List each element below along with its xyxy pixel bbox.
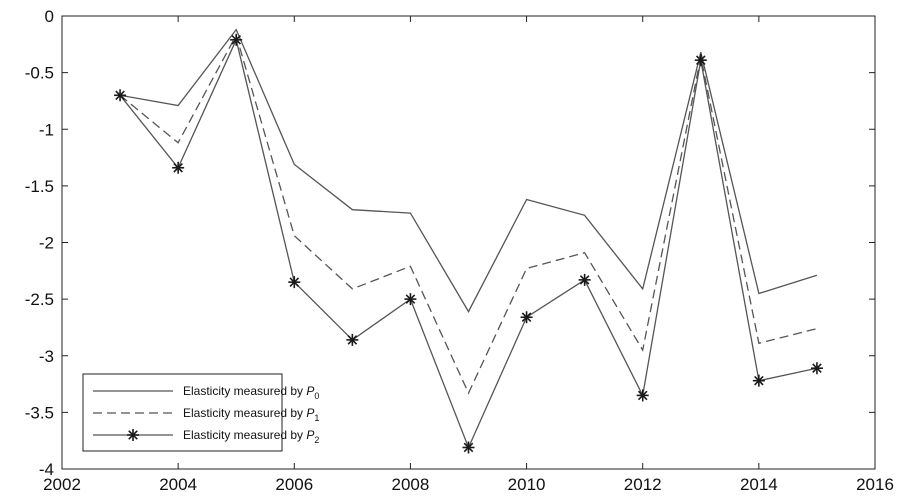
data-point-p2 xyxy=(230,33,243,46)
legend-label: Elasticity measured by P2 xyxy=(183,428,319,445)
data-point-p2 xyxy=(810,362,823,375)
data-point-p2 xyxy=(752,374,765,387)
data-point-p2 xyxy=(694,54,707,67)
legend-item-p2: Elasticity measured by P2 xyxy=(93,428,319,445)
legend-label: Elasticity measured by P1 xyxy=(183,406,319,423)
series-line-p1 xyxy=(119,33,818,395)
legend-item-p0: Elasticity measured by P0 xyxy=(93,384,319,401)
series-line-p0 xyxy=(119,28,818,313)
data-point-p2 xyxy=(288,276,301,289)
y-tick-label: -0.5 xyxy=(25,64,54,83)
data-point-p2 xyxy=(636,389,649,402)
y-tick-label: -1 xyxy=(39,120,54,139)
x-tick-label: 2010 xyxy=(508,475,546,494)
data-point-p2 xyxy=(404,293,417,306)
y-tick-label: -4 xyxy=(39,460,54,479)
axes: 2002 2004 2006 2008 2010 2012 2014 2016 0 -0.5 -1 -… xyxy=(25,7,894,494)
x-tick-label: 2004 xyxy=(159,475,197,494)
x-tick-label: 2012 xyxy=(624,475,662,494)
y-tick-label: 0 xyxy=(45,7,54,26)
y-tick-label: -2.5 xyxy=(25,290,54,309)
x-tick-label: 2002 xyxy=(43,475,81,494)
data-point-p2 xyxy=(520,311,533,324)
legend-marker xyxy=(127,429,139,441)
x-tick-label: 2014 xyxy=(740,475,778,494)
y-tick-label: -3.5 xyxy=(25,403,54,422)
plot-area xyxy=(114,28,823,454)
y-tick-label: -3 xyxy=(39,347,54,366)
y-tick-label: -2 xyxy=(39,234,54,253)
legend: Elasticity measured by P0 Elasticity meas… xyxy=(82,373,319,452)
legend-label: Elasticity measured by P0 xyxy=(183,384,319,401)
legend-item-p1: Elasticity measured by P1 xyxy=(93,406,319,423)
x-tick-label: 2008 xyxy=(392,475,430,494)
x-tick-label: 2016 xyxy=(856,475,894,494)
data-point-p2 xyxy=(346,333,359,346)
data-point-p2 xyxy=(114,89,127,102)
x-tick-label: 2006 xyxy=(275,475,313,494)
data-point-p2 xyxy=(462,441,475,454)
data-point-p2 xyxy=(578,273,591,286)
data-point-p2 xyxy=(172,161,185,174)
y-tick-label: -1.5 xyxy=(25,177,54,196)
legend-box xyxy=(82,373,283,452)
